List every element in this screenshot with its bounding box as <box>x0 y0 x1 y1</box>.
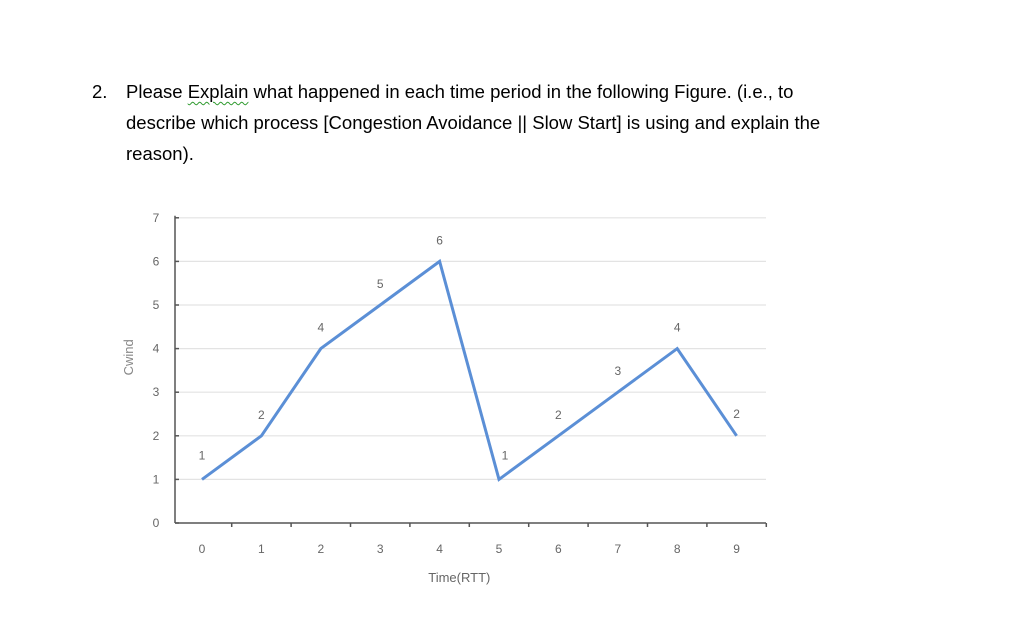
x-tick-label: 4 <box>436 542 443 556</box>
data-label: 2 <box>733 407 740 421</box>
data-label: 4 <box>317 321 324 335</box>
data-label: 1 <box>199 448 206 462</box>
x-tick-label: 0 <box>199 542 206 556</box>
question-line-1: Please Explain what happened in each tim… <box>126 76 906 107</box>
y-tick-label: 7 <box>153 211 160 225</box>
y-tick-label: 2 <box>153 429 160 443</box>
cwind-line-chart: 0 1 2 3 4 5 6 7 0 1 2 3 4 5 6 7 8 9 Time(RTT) Cwind 1 2 4 5 6 1 2 3… <box>121 211 768 585</box>
y-tick-label: 1 <box>153 472 160 486</box>
x-tick-label: 3 <box>377 542 384 556</box>
x-tick-label: 7 <box>614 542 621 556</box>
question-line-2: describe which process [Congestion Avoid… <box>126 112 821 133</box>
question-line-1-start: Please <box>126 81 183 102</box>
data-label: 5 <box>377 277 384 291</box>
x-tick-label: 6 <box>555 542 562 556</box>
series-line <box>201 258 738 482</box>
y-axis-title: Cwind <box>121 339 136 375</box>
y-tick-label: 4 <box>153 342 160 356</box>
question-line-3: reason). <box>126 143 194 164</box>
x-tick-label: 5 <box>496 542 503 556</box>
y-tick-label: 5 <box>153 298 160 312</box>
data-label: 4 <box>674 321 681 335</box>
spellcheck-flagged-word: Explain <box>187 81 249 102</box>
question-number: 2. <box>92 81 108 102</box>
data-label: 3 <box>614 364 621 378</box>
x-tick-label: 2 <box>317 542 324 556</box>
data-label: 6 <box>436 233 443 247</box>
y-tick-label: 6 <box>153 254 160 268</box>
x-tick-label: 9 <box>733 542 740 556</box>
x-tick-label: 1 <box>258 542 265 556</box>
y-tick-label: 3 <box>153 385 160 399</box>
data-label: 2 <box>258 408 265 422</box>
question-text: Please Explain what happened in each tim… <box>126 76 906 169</box>
question-line-1-rest: what happened in each time period in the… <box>253 81 794 102</box>
data-label: 1 <box>502 448 509 462</box>
x-axis-title: Time(RTT) <box>428 570 490 585</box>
y-tick-label: 0 <box>153 516 160 530</box>
x-tick-label: 8 <box>674 542 681 556</box>
data-label: 2 <box>555 408 562 422</box>
